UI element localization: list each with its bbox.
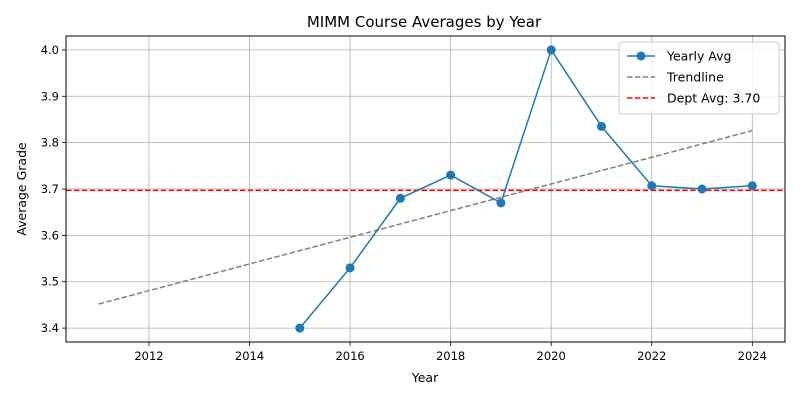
- yearly-avg-point: [395, 193, 405, 203]
- x-tick-label: 2016: [335, 349, 364, 363]
- yearly-avg-point: [697, 184, 707, 194]
- yearly-avg-point: [446, 170, 456, 180]
- x-tick-label: 2012: [134, 349, 163, 363]
- y-tick-label: 4.0: [41, 43, 59, 57]
- x-tick-label: 2022: [637, 349, 666, 363]
- y-tick-label: 3.7: [41, 182, 59, 196]
- legend-marker: [636, 51, 646, 61]
- yearly-avg-point: [747, 181, 757, 191]
- legend: Yearly Avg Trendline Dept Avg: 3.70: [618, 41, 780, 115]
- legend-label: Trendline: [666, 70, 724, 85]
- legend-box: [618, 41, 780, 115]
- series-layer: [66, 45, 785, 333]
- legend-label: Dept Avg: 3.70: [667, 91, 760, 106]
- x-tick-label: 2024: [738, 349, 767, 363]
- x-tick-label: 2018: [436, 349, 465, 363]
- x-tick-label: 2020: [537, 349, 566, 363]
- x-axis-label: Year: [411, 370, 439, 385]
- yearly-avg-point: [295, 323, 305, 333]
- y-axis: 3.4 3.5 3.6 3.7 3.8 3.9 4.0: [41, 43, 66, 335]
- y-tick-label: 3.8: [41, 136, 59, 150]
- y-tick-label: 3.9: [41, 89, 59, 103]
- y-axis-label: Average Grade: [14, 142, 29, 236]
- y-tick-label: 3.5: [41, 275, 59, 289]
- y-tick-label: 3.6: [41, 228, 59, 242]
- yearly-avg-line: [299, 48, 753, 329]
- yearly-avg-point: [345, 263, 355, 273]
- yearly-avg-point: [596, 121, 606, 131]
- yearly-avg-point: [647, 181, 657, 191]
- trendline: [98, 129, 753, 305]
- legend-label: Yearly Avg: [666, 49, 731, 64]
- x-tick-label: 2014: [235, 349, 264, 363]
- x-axis: 2012 2014 2016 2018 2020 2022 2024: [134, 342, 767, 363]
- y-tick-label: 3.4: [41, 321, 59, 335]
- yearly-avg-point: [546, 45, 556, 55]
- chart-title: MIMM Course Averages by Year: [307, 13, 542, 31]
- yearly-avg-point: [496, 198, 506, 208]
